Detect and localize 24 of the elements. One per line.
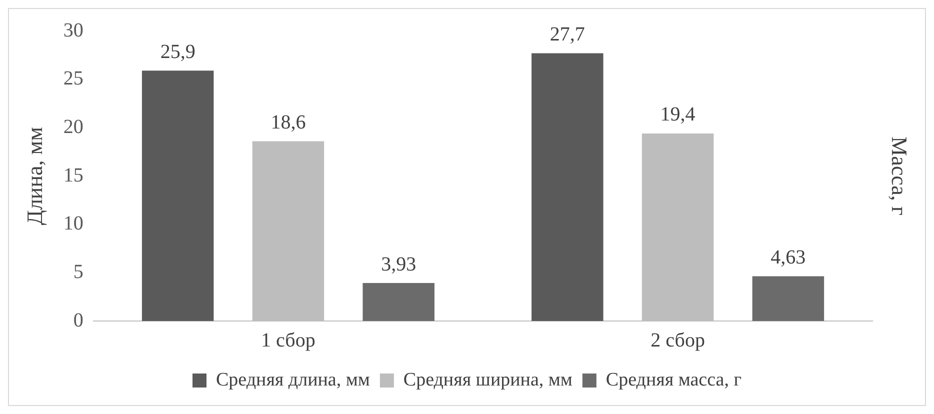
data-label: 4,63: [770, 246, 806, 268]
y-tick-label: 20: [63, 116, 84, 138]
y-tick-label: 15: [63, 164, 84, 186]
y-tick-label: 30: [63, 19, 84, 42]
data-label: 27,7: [550, 23, 585, 46]
data-label: 25,9: [160, 40, 196, 63]
data-label: 18,6: [270, 111, 306, 134]
bar: [362, 283, 434, 321]
y-tick-label: 10: [63, 212, 84, 235]
data-label: 3,93: [381, 253, 416, 276]
legend-label: Средняя длина, мм: [216, 369, 370, 390]
legend-label: Средняя масса, г: [606, 369, 742, 390]
data-label: 19,4: [660, 104, 696, 126]
y-tick-label: 25: [63, 68, 84, 90]
y-tick-label: 0: [73, 309, 84, 332]
bar: [142, 70, 214, 321]
y2-axis-title: Масса, г: [887, 136, 912, 216]
x-tick-label: 2 сбор: [650, 329, 705, 352]
y-axis-title: Длина, мм: [22, 126, 47, 226]
bar: [532, 53, 604, 321]
x-tick-label: 1 сбор: [261, 329, 316, 352]
legend-label: Средняя ширина, мм: [403, 369, 572, 390]
y-tick-label: 5: [73, 260, 84, 283]
bar: [752, 276, 824, 321]
